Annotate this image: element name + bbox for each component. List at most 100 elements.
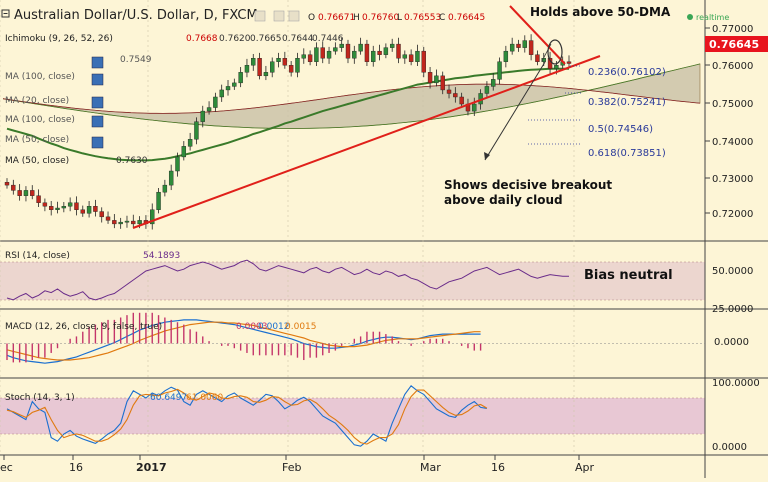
candle-bull: [168, 170, 174, 186]
candle-bear: [4, 182, 10, 186]
candle-bull: [244, 65, 250, 73]
ohlc-open-label: O: [308, 13, 315, 23]
legend-macd-v1: 0.0003: [236, 322, 268, 332]
stoch-k-line: [6, 385, 487, 447]
candle-bear: [307, 54, 313, 62]
candle-bear: [345, 43, 351, 59]
price-tick-label: 0.73000: [712, 174, 753, 185]
ma50-line: [6, 67, 569, 162]
candle-bull: [67, 202, 73, 207]
indicator-visibility-icon[interactable]: [91, 56, 104, 69]
span-b-line: [2, 83, 701, 114]
chart-header: Australian Dollar/U.S. Dollar, D, FXCM O…: [1, 5, 729, 149]
rsi-band: [0, 262, 705, 300]
legend-ma50: MA (50, close): [5, 156, 69, 166]
candle-bull: [61, 206, 67, 209]
legend-macd-v3: 0.0015: [285, 322, 317, 332]
candle-bull: [503, 50, 509, 62]
oscillators: [0, 259, 705, 447]
indicator-visibility-icon[interactable]: [91, 136, 104, 149]
stoch-band: [0, 398, 705, 434]
price-tick-label: 0.76000: [712, 61, 753, 72]
candle-bull: [352, 50, 357, 59]
candle-bear: [446, 89, 452, 94]
span-a-line: [2, 63, 701, 129]
ichimoku-cloud: [2, 63, 701, 129]
time-tick-label: 2017: [136, 461, 167, 474]
legend-macd: MACD (12, 26, close, 9, false, true): [5, 322, 162, 332]
legend-stoch: Stoch (14, 3, 1): [5, 393, 75, 403]
candle-bull: [55, 207, 60, 210]
candle-bull: [358, 43, 363, 52]
price-axis: 0.77000 0.76000 0.75000 0.74000 0.73000 0.720…: [705, 24, 768, 453]
rsi-tick-label: 50.0000: [712, 266, 753, 277]
candle-bear: [11, 184, 16, 191]
candle-bull: [194, 121, 199, 140]
candle-bull: [295, 58, 300, 73]
candle-bull: [326, 50, 332, 59]
collapse-icon[interactable]: [1, 9, 10, 18]
ohlc-high-label: H: [353, 13, 360, 23]
candle-bear: [282, 58, 288, 66]
time-tick-label: 16: [69, 461, 83, 474]
indicator-visibility-icon[interactable]: [91, 115, 104, 128]
candle-bull: [162, 184, 168, 193]
rsi-tick-label: 25.0000: [712, 304, 753, 315]
candle-bear: [459, 96, 464, 105]
candle-bear: [17, 190, 22, 196]
candle-bull: [383, 47, 389, 55]
candle-bull: [200, 110, 205, 122]
candle-bear: [566, 61, 572, 64]
candle-bear: [421, 50, 426, 73]
candle-bull: [150, 209, 155, 225]
candle-bull: [554, 65, 559, 69]
candle-bear: [535, 54, 540, 62]
price-tick-label: 0.72000: [712, 209, 753, 220]
candle-bear: [80, 209, 85, 214]
candle-bear: [112, 220, 117, 225]
stoch-tick-label: 0.0000: [712, 442, 747, 453]
candle-bull: [276, 58, 281, 62]
candle-bear: [453, 93, 458, 98]
indicator-visibility-icon[interactable]: [91, 96, 104, 109]
annotation-breakout-line1: Shows decisive breakout: [444, 178, 612, 192]
time-tick-label: Apr: [575, 461, 595, 474]
candle-bull: [472, 103, 477, 112]
legend-stoch-v1: 60.6497: [150, 393, 187, 403]
candle-bear: [131, 220, 136, 225]
ohlc-high-value: 0.76760: [362, 13, 399, 23]
candle-bull: [434, 75, 439, 84]
eye-icon[interactable]: [254, 10, 266, 22]
fib-0382-label: 0.382(0.75241): [588, 97, 666, 108]
current-price-badge: [705, 36, 768, 52]
candle-bear: [427, 72, 433, 84]
candle-bear: [36, 195, 41, 203]
candle-bull: [86, 206, 92, 214]
candle-bull: [371, 50, 376, 62]
settings-icon[interactable]: [273, 10, 285, 22]
legend-hidden-1-value: 0.7549: [120, 55, 152, 65]
candle-bull: [509, 43, 515, 52]
candle-bear: [320, 47, 325, 59]
candle-bear: [99, 211, 104, 218]
indicator-lines: [6, 67, 569, 162]
candle-bull: [339, 43, 344, 48]
fibonacci-levels: 0.236(0.76102) 0.382(0.75241) 0.5(0.7454…: [588, 67, 666, 159]
candle-bull: [187, 139, 193, 147]
indicator-visibility-icon[interactable]: [91, 73, 104, 86]
highlight-circle: [547, 39, 563, 65]
annotation-arrow-2: [541, 43, 552, 62]
resistance-trendline: [509, 5, 566, 65]
candle-bull: [415, 50, 420, 62]
candle-bear: [257, 58, 262, 77]
candle-bull: [314, 47, 319, 62]
header-control-icons[interactable]: [91, 10, 300, 149]
macd-tick-label: 0.0000: [714, 337, 749, 348]
close-icon[interactable]: [288, 10, 300, 22]
candle-bull: [219, 89, 224, 98]
current-price-label: 0.76645: [709, 38, 759, 51]
fib-0236-label: 0.236(0.76102): [588, 67, 666, 78]
